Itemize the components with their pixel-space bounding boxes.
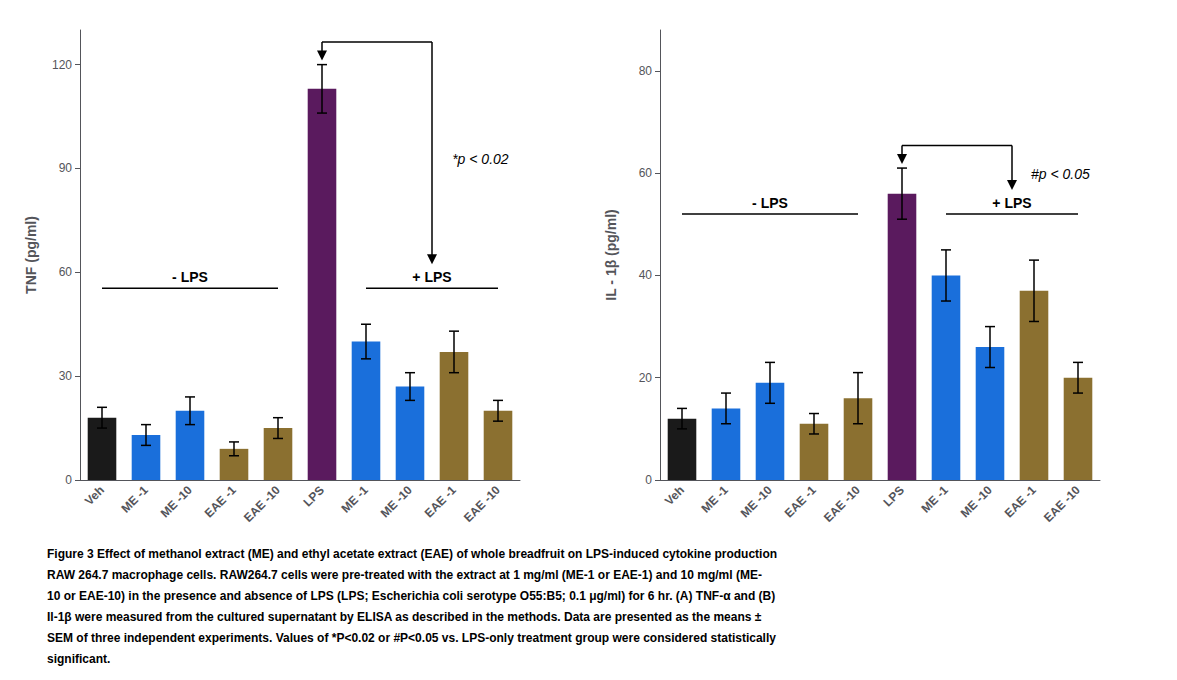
svg-text:Veh: Veh (82, 483, 107, 508)
svg-text:20: 20 (639, 371, 653, 385)
svg-text:ME -10: ME -10 (378, 483, 415, 520)
svg-text:LPS: LPS (301, 483, 327, 509)
svg-text:EAE -1: EAE -1 (1002, 483, 1039, 520)
svg-text:- LPS: - LPS (752, 195, 788, 211)
svg-text:120: 120 (52, 58, 72, 72)
svg-text:RAW 264.7 macrophage cells. RA: RAW 264.7 macrophage cells. RAW264.7 cel… (47, 568, 762, 582)
svg-text:0: 0 (645, 473, 652, 487)
svg-text:Veh: Veh (662, 483, 687, 508)
svg-text:ME -1: ME -1 (118, 483, 151, 516)
svg-text:ME -1: ME -1 (698, 483, 731, 516)
svg-text:Figure 3 Effect of methanol ex: Figure 3 Effect of methanol extract (ME)… (47, 547, 777, 561)
svg-text:ME -1: ME -1 (918, 483, 951, 516)
svg-text:EAE -1: EAE -1 (202, 483, 239, 520)
svg-text:EAE -1: EAE -1 (782, 483, 819, 520)
svg-text:ME -10: ME -10 (738, 483, 775, 520)
svg-text:60: 60 (59, 265, 73, 279)
svg-text:EAE -10: EAE -10 (241, 483, 283, 525)
svg-text:*p < 0.02: *p < 0.02 (452, 151, 509, 167)
svg-text:significant.: significant. (47, 652, 110, 666)
svg-text:10 or EAE-10) in the presence: 10 or EAE-10) in the presence and absenc… (47, 589, 775, 603)
svg-text:#p < 0.05: #p < 0.05 (1031, 166, 1090, 182)
svg-text:LPS: LPS (881, 483, 907, 509)
svg-text:30: 30 (59, 369, 73, 383)
svg-text:EAE -1: EAE -1 (422, 483, 459, 520)
svg-text:0: 0 (65, 473, 72, 487)
svg-text:80: 80 (639, 64, 653, 78)
svg-text:EAE -10: EAE -10 (821, 483, 863, 525)
svg-text:ME -10: ME -10 (158, 483, 195, 520)
svg-text:IL - 1β (pg/ml): IL - 1β (pg/ml) (603, 209, 619, 301)
svg-text:60: 60 (639, 166, 653, 180)
svg-text:TNF (pg/ml): TNF (pg/ml) (23, 216, 39, 294)
svg-text:+ LPS: + LPS (412, 269, 451, 285)
svg-text:ME -10: ME -10 (958, 483, 995, 520)
svg-text:+ LPS: + LPS (992, 195, 1031, 211)
svg-text:EAE -10: EAE -10 (461, 483, 503, 525)
svg-text:SEM of three independent exper: SEM of three independent experiments. Va… (47, 631, 776, 645)
svg-text:Il-1β were measured from the c: Il-1β were measured from the cultured su… (47, 610, 762, 624)
svg-text:90: 90 (59, 161, 73, 175)
svg-text:40: 40 (639, 268, 653, 282)
svg-text:ME -1: ME -1 (338, 483, 371, 516)
svg-text:- LPS: - LPS (172, 269, 208, 285)
svg-text:EAE -10: EAE -10 (1041, 483, 1083, 525)
